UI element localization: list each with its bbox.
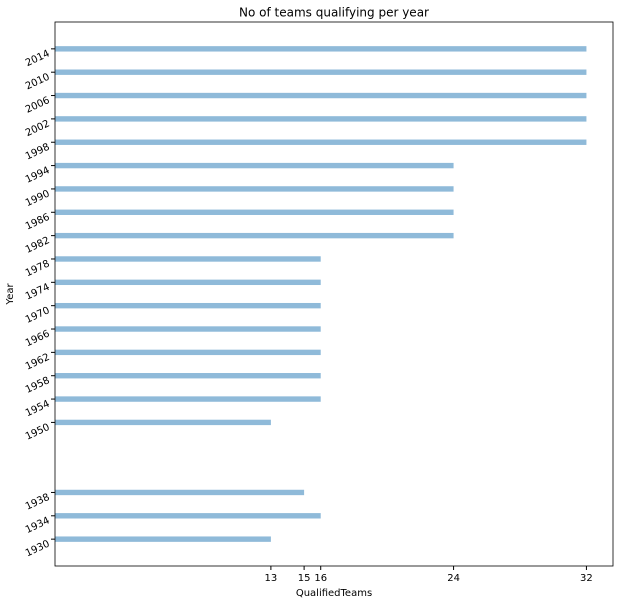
x-tick-label: 16	[314, 573, 327, 584]
y-axis-label: Year	[5, 283, 16, 306]
bar	[55, 396, 321, 402]
bar	[55, 69, 587, 75]
bar	[55, 326, 321, 332]
bar	[55, 92, 587, 99]
x-tick-label: 15	[298, 573, 311, 584]
bar	[55, 536, 271, 542]
y-tick-label: 1950	[24, 422, 52, 443]
bar	[55, 256, 321, 262]
y-tick-label: 1990	[24, 188, 52, 209]
bar	[55, 419, 271, 426]
x-tick-label: 13	[265, 573, 278, 584]
bar	[55, 209, 454, 215]
y-tick-label: 1986	[24, 212, 52, 233]
y-tick-label: 2002	[24, 118, 52, 139]
x-tick-label: 32	[580, 573, 593, 584]
y-tick-label: 1994	[24, 165, 52, 186]
x-tick-label: 24	[447, 573, 460, 584]
bar	[55, 186, 454, 192]
bar	[55, 279, 321, 286]
y-tick-label: 1938	[24, 492, 52, 513]
y-tick-label: 1966	[24, 328, 52, 349]
bar	[55, 513, 321, 519]
plot-frame	[54, 21, 614, 567]
y-tick-label: 1978	[24, 258, 52, 279]
y-tick-label: 1962	[24, 352, 52, 373]
y-tick-label: 2014	[24, 48, 52, 69]
y-tick-label: 2006	[24, 95, 52, 116]
bar	[55, 232, 454, 239]
bar	[55, 116, 587, 122]
y-tick-label: 1934	[24, 515, 52, 536]
bar	[55, 46, 587, 52]
y-tick-label: 1930	[24, 539, 52, 560]
x-axis-label: QualifiedTeams	[296, 588, 372, 599]
bar	[55, 139, 587, 145]
y-tick-label: 1998	[24, 142, 52, 163]
y-tick-label: 1982	[24, 235, 52, 256]
bar	[55, 302, 321, 309]
y-tick-label: 1954	[24, 399, 52, 420]
bar	[55, 373, 321, 379]
y-tick-label: 1974	[24, 282, 52, 303]
bar	[55, 349, 321, 356]
bar	[55, 489, 305, 496]
bar	[55, 162, 454, 169]
y-tick-label: 1958	[24, 375, 52, 396]
y-tick-label: 2010	[24, 72, 52, 93]
y-tick-label: 1970	[24, 305, 52, 326]
chart-title: No of teams qualifying per year	[239, 6, 429, 20]
